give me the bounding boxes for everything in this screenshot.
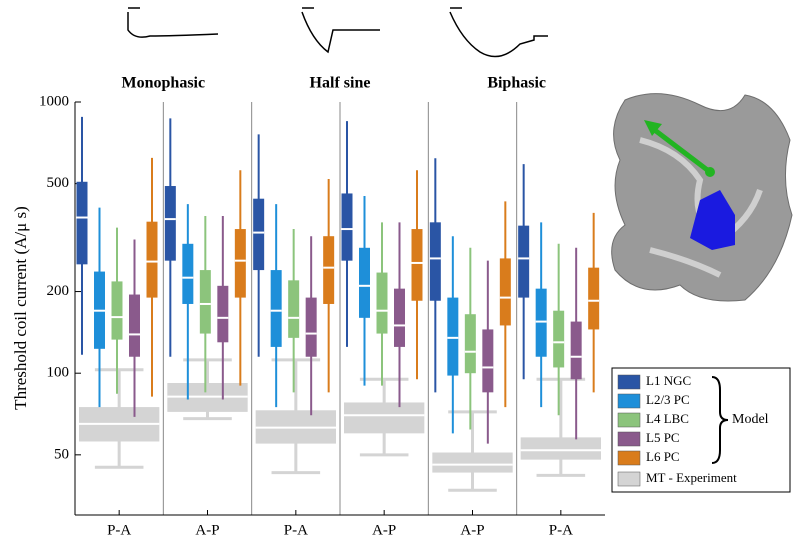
box [482,329,494,393]
box [411,229,423,301]
box [535,288,547,357]
box [76,181,88,265]
legend-label: L4 LBC [646,411,689,426]
box [129,294,140,357]
panel-title: Monophasic [122,75,206,92]
box [464,314,476,374]
x-tick-label: A-P [460,522,484,538]
y-tick-label: 500 [47,175,70,191]
box [146,221,158,298]
legend-label: L5 PC [646,430,680,445]
box [323,236,335,304]
box [111,281,123,340]
y-axis-label: Threshold coil current (A/μ s) [11,206,30,410]
panel-title: Biphasic [487,75,546,92]
box [288,280,300,338]
legend-swatch [617,412,641,428]
box [518,225,530,298]
x-tick-label: P-A [107,522,131,538]
x-tick-label: A-P [195,522,219,538]
x-tick-label: A-P [372,522,396,538]
legend-group-label: Model [732,412,769,427]
box [270,270,282,347]
box [164,186,176,261]
box [341,193,353,261]
legend-swatch [617,393,641,409]
box [570,321,582,380]
box [305,297,317,357]
box [217,285,229,343]
box [553,310,565,368]
legend-box [611,367,791,493]
legend-swatch [617,374,641,390]
box [520,437,601,460]
waveform-icons [127,7,548,58]
box [499,258,511,326]
brain-image [611,93,793,302]
y-tick-label: 1000 [39,93,69,109]
box [394,288,405,347]
box [359,247,370,318]
box [344,402,425,434]
box [234,229,246,298]
y-tick-label: 50 [54,446,69,462]
legend-swatch [617,431,641,447]
legend-swatch [617,471,641,487]
box [253,198,265,271]
y-tick-label: 200 [47,283,70,299]
box [447,297,459,376]
legend-brace [711,376,729,464]
x-tick-label: P-A [549,522,573,538]
box [376,272,388,334]
box [182,243,194,304]
box [199,270,211,334]
legend-label: L1 NGC [646,373,691,388]
x-tick-label: P-A [284,522,308,538]
legend-label: L2/3 PC [646,392,690,407]
legend-label: L6 PC [646,449,680,464]
legend-label: MT - Experiment [646,470,737,485]
box [429,222,441,301]
legend-swatch [617,450,641,466]
y-tick-label: 100 [47,365,70,381]
panel-title: Half sine [310,75,371,92]
box [432,452,513,473]
box [588,267,600,330]
